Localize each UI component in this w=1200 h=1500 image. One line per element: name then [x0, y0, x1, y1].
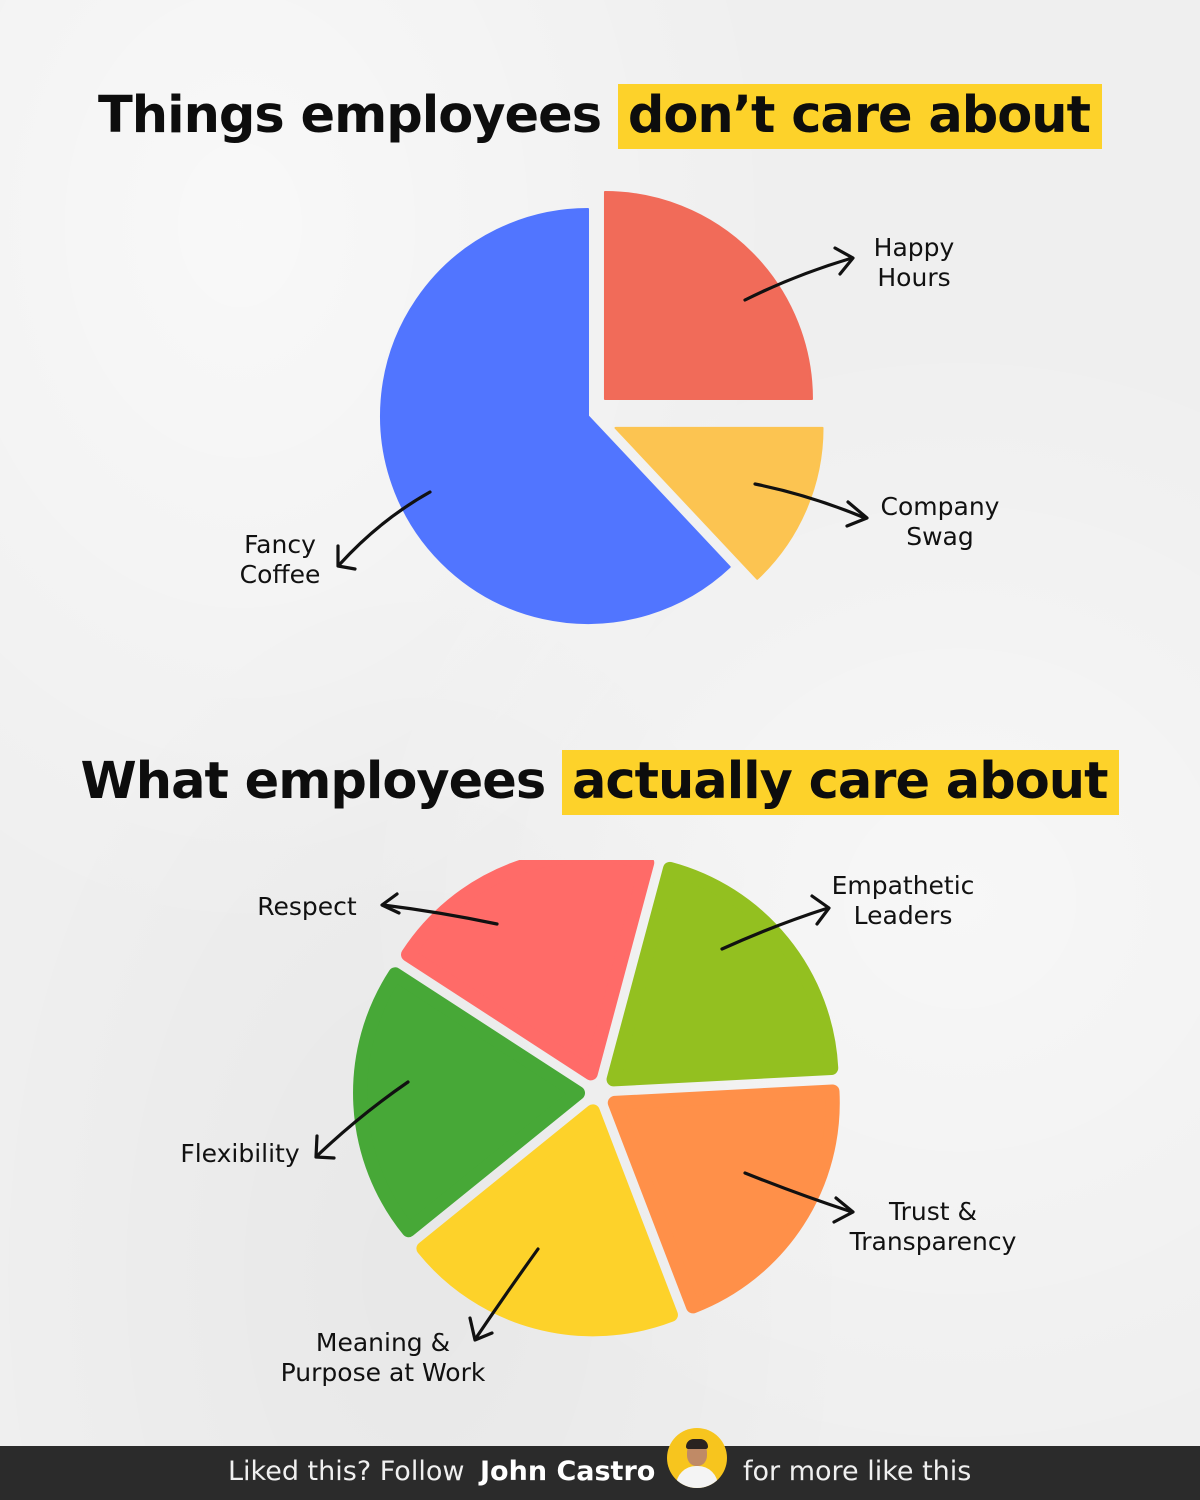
pie-chart-dont-care: Happy Hours Company Swag Fancy Coffee: [240, 191, 1000, 624]
slice-label-meaning-and-purpose-at-work: Meaning & Purpose at Work: [281, 1328, 486, 1387]
avatar[interactable]: [667, 1428, 727, 1488]
slice-label-empathetic-leaders: Empathetic Leaders: [832, 871, 975, 930]
arrow-icon: [336, 490, 432, 571]
pie-slice-trust-and-transparency: [607, 1084, 840, 1314]
slice-label-happy-hours: Happy Hours: [874, 233, 955, 292]
footer-prefix: Liked this? Follow: [228, 1456, 465, 1487]
pie-chart-actually-care: Empathetic Leaders Trust & Transparency Mean…: [180, 860, 1017, 1387]
chart-title-top: Things employees don’t care about: [0, 84, 1200, 149]
chart-title-bottom: What employees actually care about: [0, 750, 1200, 815]
pie-slice-company-swag: [614, 426, 824, 580]
arrow-icon: [743, 1171, 855, 1224]
arrow-icon: [314, 1080, 410, 1160]
arrow-icon: [380, 892, 499, 926]
pie-slice-fancy-coffee: [380, 208, 731, 624]
arrow-icon: [753, 482, 869, 528]
slice-label-respect: Respect: [257, 892, 357, 921]
footer-bar: Liked this? Follow John Castro for more …: [0, 1428, 1200, 1500]
pie-slice-meaning-and-purpose-at-work: [416, 1104, 678, 1337]
title-main: What employees: [80, 752, 547, 811]
slice-label-fancy-coffee: Fancy Coffee: [240, 530, 321, 589]
title-main: Things employees: [98, 86, 602, 145]
title-highlight: actually care about: [561, 750, 1120, 815]
arrow-icon: [720, 894, 831, 951]
pie-slice-flexibility: [353, 967, 586, 1238]
slice-label-flexibility: Flexibility: [180, 1139, 300, 1168]
arrow-icon: [743, 246, 855, 302]
slice-label-company-swag: Company Swag: [881, 492, 1000, 551]
footer-author-link[interactable]: John Castro: [480, 1456, 656, 1487]
footer-suffix: for more like this: [743, 1456, 972, 1487]
arrow-icon: [468, 1247, 540, 1342]
title-highlight: don’t care about: [617, 84, 1102, 149]
pie-slice-happy-hours: [603, 191, 813, 401]
pie-slice-empathetic-leaders: [606, 861, 839, 1087]
pie-slice-respect: [401, 860, 655, 1081]
slice-label-trust-and-transparency: Trust & Transparency: [849, 1197, 1017, 1256]
